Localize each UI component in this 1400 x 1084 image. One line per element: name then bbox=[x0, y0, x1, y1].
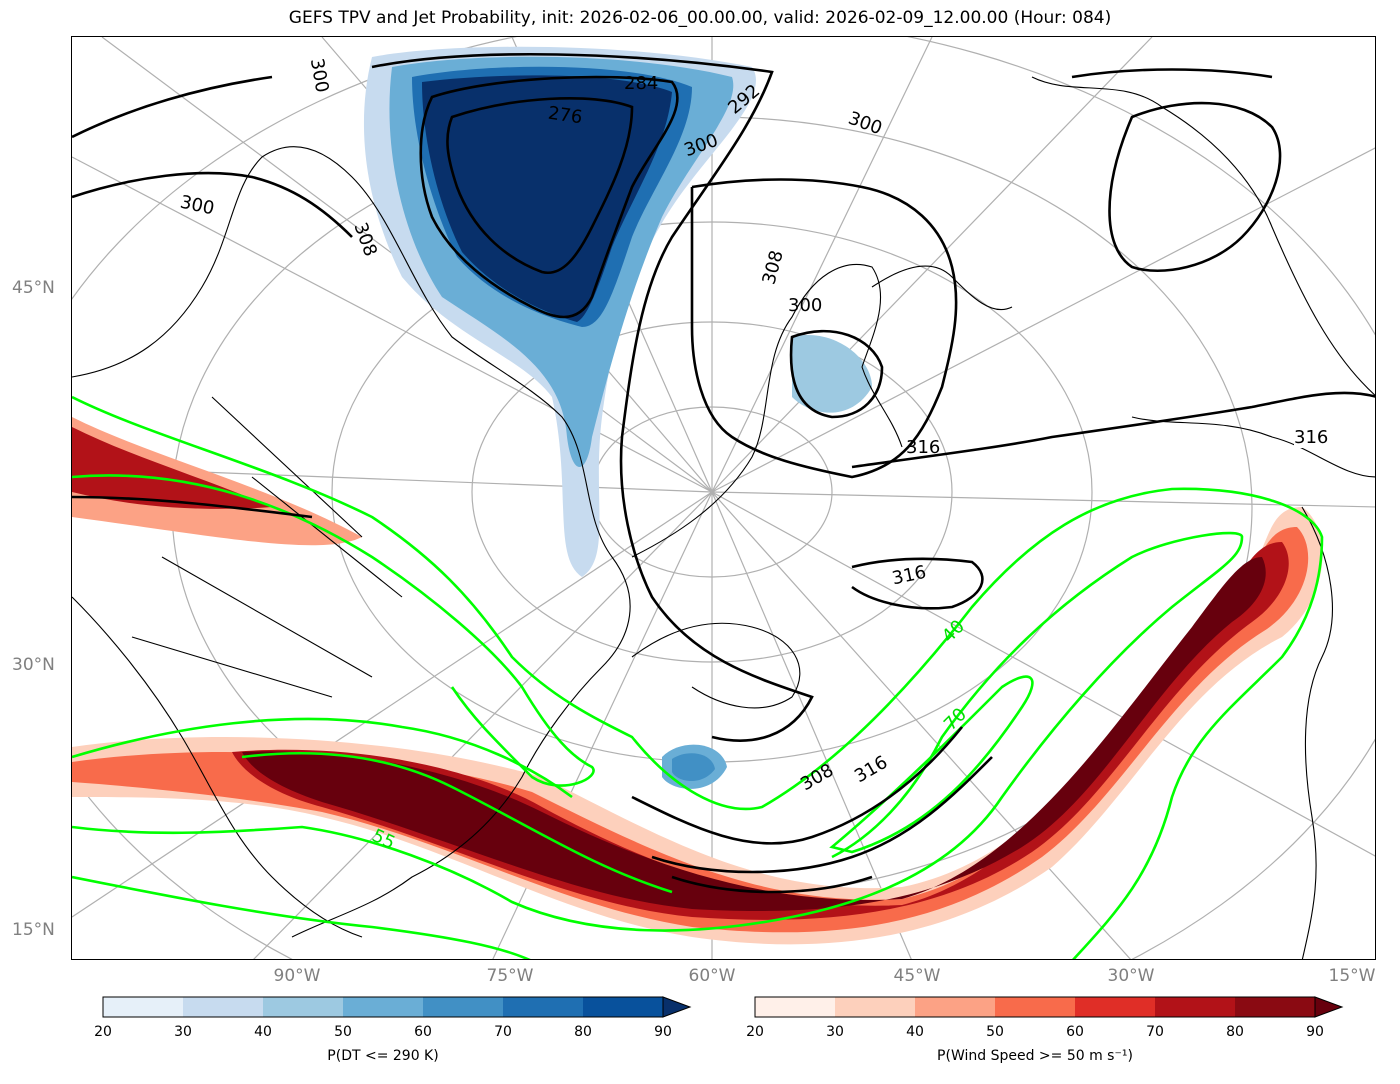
colorbar-segment bbox=[263, 997, 343, 1017]
theta-label: 284 bbox=[624, 73, 659, 94]
coastlines bbox=[72, 76, 1375, 959]
colorbar-tick: 50 bbox=[334, 1024, 352, 1040]
colorbar-tick: 60 bbox=[414, 1024, 432, 1040]
map-panel[interactable]: 300 284 276 292 300 300 300 308 308 300 … bbox=[71, 36, 1376, 960]
tpv-colorbar bbox=[102, 996, 692, 1018]
colorbar-segment bbox=[755, 997, 835, 1017]
colorbar-extend-arrow bbox=[662, 996, 692, 1018]
colorbar-segment bbox=[103, 997, 183, 1017]
jet-colorbar-label: P(Wind Speed >= 50 m s⁻¹) bbox=[937, 1048, 1133, 1064]
lon-label: 90°W bbox=[273, 966, 321, 986]
lon-label: 15°W bbox=[1328, 966, 1376, 986]
colorbar-tick: 40 bbox=[906, 1024, 924, 1040]
tpv-colorbar-label: P(DT <= 290 K) bbox=[327, 1048, 439, 1064]
colorbar-segment bbox=[1075, 997, 1155, 1017]
colorbar-tick: 90 bbox=[654, 1024, 672, 1040]
colorbar-tick: 80 bbox=[1226, 1024, 1244, 1040]
colorbar-tick: 20 bbox=[94, 1024, 112, 1040]
colorbar-segment bbox=[1155, 997, 1235, 1017]
colorbar-border bbox=[102, 996, 664, 1018]
colorbar-tick: 80 bbox=[574, 1024, 592, 1040]
colorbar-tick: 70 bbox=[494, 1024, 512, 1040]
colorbar-segment bbox=[995, 997, 1075, 1017]
lat-label: 30°N bbox=[12, 655, 55, 675]
lat-label: 15°N bbox=[12, 920, 55, 940]
colorbar-tick: 90 bbox=[1306, 1024, 1324, 1040]
colorbar-segment bbox=[1235, 997, 1315, 1017]
lon-label: 45°W bbox=[893, 966, 941, 986]
lat-label: 45°N bbox=[12, 278, 55, 298]
colorbar-segment bbox=[423, 997, 503, 1017]
jet-speed-contours bbox=[72, 395, 1324, 959]
colorbar-tick: 60 bbox=[1066, 1024, 1084, 1040]
lon-label: 60°W bbox=[688, 966, 736, 986]
colorbar-tick: 20 bbox=[746, 1024, 764, 1040]
colorbar-segment bbox=[915, 997, 995, 1017]
colorbar-segment bbox=[503, 997, 583, 1017]
colorbar-segment bbox=[583, 997, 663, 1017]
colorbar-segment bbox=[343, 997, 423, 1017]
colorbar-tick: 70 bbox=[1146, 1024, 1164, 1040]
lon-label: 30°W bbox=[1107, 966, 1155, 986]
colorbar-border bbox=[754, 996, 1316, 1018]
tpv-probability-fill bbox=[363, 46, 872, 789]
colorbar-tick: 50 bbox=[986, 1024, 1004, 1040]
jet-colorbar bbox=[754, 996, 1344, 1018]
theta-label: 316 bbox=[1294, 427, 1329, 448]
colorbar-extend-arrow bbox=[1314, 996, 1344, 1018]
colorbar-tick: 30 bbox=[174, 1024, 192, 1040]
colorbar-segment bbox=[183, 997, 263, 1017]
theta-contours bbox=[72, 52, 1375, 894]
map-canvas bbox=[72, 37, 1375, 959]
map-title: GEFS TPV and Jet Probability, init: 2026… bbox=[288, 8, 1112, 28]
colorbar-tick: 40 bbox=[254, 1024, 272, 1040]
theta-label: 300 bbox=[788, 295, 823, 316]
theta-label: 316 bbox=[906, 437, 941, 458]
lon-label: 75°W bbox=[486, 966, 534, 986]
colorbar-tick: 30 bbox=[826, 1024, 844, 1040]
colorbar-segment bbox=[835, 997, 915, 1017]
